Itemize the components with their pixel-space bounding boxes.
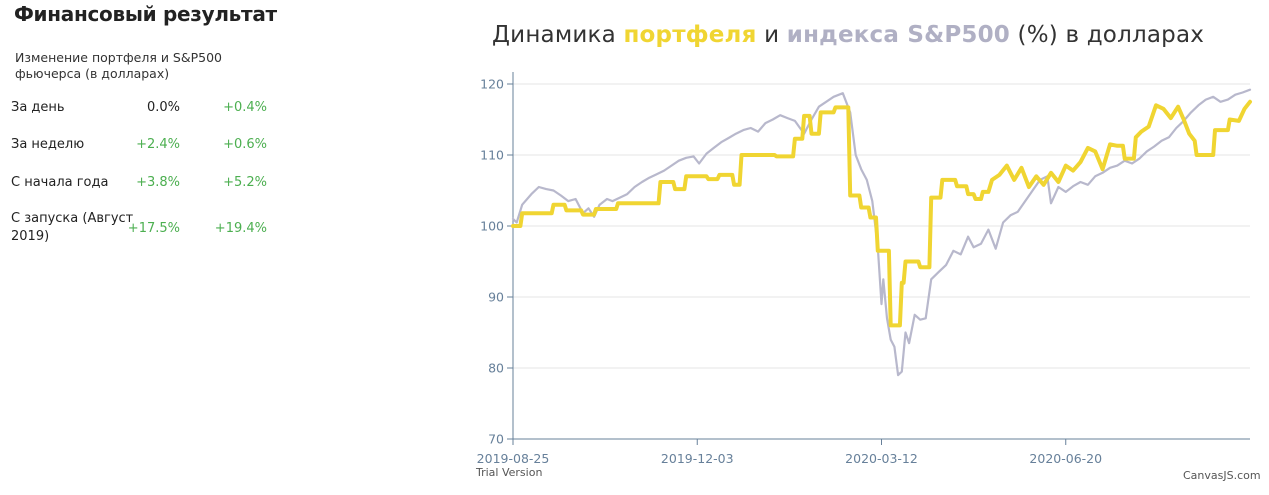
index-series-line [511,88,1252,377]
panel-heading: Финансовый результат [14,2,277,26]
chart-title-portfolio-word: портфеля [623,22,757,48]
portfolio-change-value: 0.0% [146,100,180,115]
x-tick-label: 2020-06-20 [1029,451,1102,466]
index-change-value: +5.2% [223,175,267,190]
y-tick-label: 80 [488,361,504,376]
index-change-value: +0.6% [223,137,267,152]
row-label: С начала года [11,175,109,190]
x-tick-label: 2020-03-12 [845,451,918,466]
index-change-value: +19.4% [214,221,267,236]
y-tick-label: 110 [480,148,504,163]
x-tick-label: 2019-08-25 [477,451,550,466]
y-axis: 70 80 90 100 110 120 [480,72,514,447]
panel-subtitle: Изменение портфеля и S&P500 фьючерса (в … [15,50,223,81]
y-tick-label: 70 [488,432,504,447]
row-label: С запуска (Август 2019) [11,211,134,244]
financial-result-panel: Финансовый результат Изменение портфеля … [0,0,420,495]
chart-title-post: (%) в долларах [1017,22,1205,48]
portfolio-change-value: +17.5% [127,221,180,236]
row-label: За день [11,100,65,115]
grid-lines [513,83,1250,369]
x-axis: 2019-08-25 2019-12-03 2020-03-12 2020-06-20 [477,438,1250,466]
chart-title: Динамика портфеля и индекса S&P500 (%) в… [492,22,1204,48]
result-row-day: За день 0.0% +0.4% [0,99,420,139]
y-tick-label: 90 [488,290,504,305]
portfolio-change-value: +3.8% [136,175,180,190]
portfolio-series-line [511,99,1252,328]
result-row-since-launch: С запуска (Август 2019) +17.5% +19.4% [0,210,420,250]
index-change-value: +0.4% [223,100,267,115]
portfolio-change-value: +2.4% [136,137,180,152]
x-tick-label: 2019-12-03 [661,451,734,466]
chart-title-pre: Динамика [492,22,616,48]
canvasjs-credit-link[interactable]: CanvasJS.com [1183,469,1261,482]
chart-title-mid: и [764,22,780,48]
series-lines [511,88,1252,377]
y-tick-label: 120 [480,77,504,92]
chart-title-index-word: индекса S&P500 [786,22,1011,48]
trial-version-label: Trial Version [476,466,543,479]
result-row-week: За неделю +2.4% +0.6% [0,136,420,176]
row-label: За неделю [11,137,85,152]
result-row-ytd: С начала года +3.8% +5.2% [0,174,420,214]
y-tick-label: 100 [480,219,504,234]
